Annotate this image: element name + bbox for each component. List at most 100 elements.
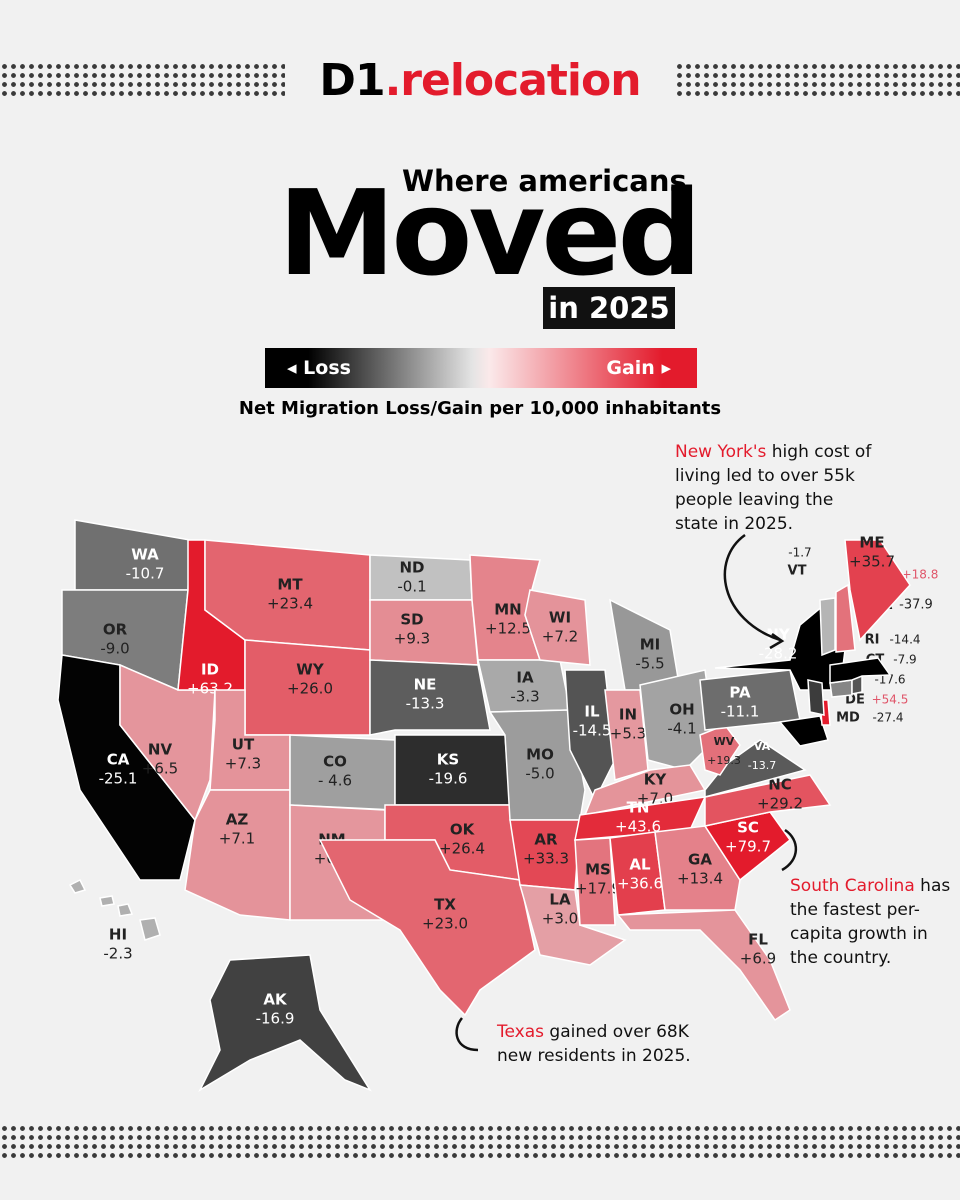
title-kicker: Where americans <box>402 164 687 198</box>
state-value: -14.5 <box>573 722 612 740</box>
state-label: TX <box>434 896 456 914</box>
state-value: -1.7 <box>788 546 811 560</box>
legend-caption: Net Migration Loss/Gain per 10,000 inhab… <box>238 398 722 419</box>
state <box>835 583 856 653</box>
annotation-highlight: New York's <box>675 442 767 462</box>
state-value: +23.0 <box>422 915 468 933</box>
state-label: MD <box>836 711 860 726</box>
dot-band <box>0 1124 960 1162</box>
state <box>616 909 791 1022</box>
state-label: PA <box>729 684 751 702</box>
legend-loss-text: Loss <box>303 357 351 379</box>
state-value: -10.7 <box>126 565 165 583</box>
annotation: New York's high cost of living led to ov… <box>675 440 875 536</box>
state-label: SC <box>737 819 759 837</box>
state-label: NE <box>414 676 437 694</box>
state-value: +35.7 <box>849 553 895 571</box>
legend-bar: ◂ Loss Gain ▸ <box>265 348 697 388</box>
state-label: ID <box>201 661 219 679</box>
annotation: Texas gained over 68K new residents in 2… <box>497 1020 717 1068</box>
state-label: LA <box>549 891 571 909</box>
state-label: NV <box>148 741 173 759</box>
state-value: +23.4 <box>267 595 313 613</box>
annotation-text: gained over 68K new residents in 2025. <box>497 1022 691 1066</box>
state-value: -11.1 <box>721 703 760 721</box>
state <box>564 669 616 802</box>
annotation-highlight: South Carolina <box>790 876 915 896</box>
state-label: WA <box>131 546 159 564</box>
state <box>518 884 627 966</box>
state-value: +19.3 <box>707 754 741 767</box>
state <box>807 679 825 716</box>
state <box>829 657 892 684</box>
state-label: CO <box>323 753 347 771</box>
state-label: VT <box>788 564 807 579</box>
state-label: HI <box>109 926 127 944</box>
state <box>654 825 741 911</box>
legend-gain: Gain ▸ <box>606 357 671 379</box>
state-value: -37.9 <box>899 598 933 613</box>
state-value: +17.9 <box>575 880 621 898</box>
arrows <box>455 533 798 1052</box>
legend-loss: ◂ Loss <box>287 357 351 379</box>
state-label: AZ <box>226 811 249 829</box>
state <box>778 715 829 747</box>
state <box>524 589 591 666</box>
arrow-head <box>769 632 785 650</box>
arrow <box>723 533 781 642</box>
state-label: AL <box>629 856 651 874</box>
state-value: -9.0 <box>100 640 129 658</box>
state-label: MI <box>640 636 661 654</box>
state-value: - 4.6 <box>318 772 352 790</box>
state <box>704 774 832 827</box>
state <box>318 839 536 1017</box>
state-value: -13.3 <box>406 695 445 713</box>
state-label: OK <box>450 821 476 839</box>
state-value: -5.0 <box>525 765 554 783</box>
logo-accent: .relocation <box>384 55 642 106</box>
state-value: -4.1 <box>667 720 696 738</box>
state-value: -13.7 <box>748 759 776 772</box>
state-label: ND <box>399 559 424 577</box>
title-tag: in 2025 <box>543 287 675 329</box>
state <box>639 669 716 771</box>
state-label: ME <box>859 534 884 552</box>
state-label: WI <box>549 609 571 627</box>
state-value: +13.4 <box>677 870 723 888</box>
state-value: +5.3 <box>610 725 646 743</box>
state-label: WV <box>714 735 735 748</box>
state-value: +7.3 <box>225 755 261 773</box>
state-value: +3.0 <box>542 910 578 928</box>
state-label: FL <box>748 931 768 949</box>
state-value: -0.1 <box>397 578 426 596</box>
state-label: IL <box>584 703 600 721</box>
state-label: IA <box>516 669 534 687</box>
state-value: +18.8 <box>902 568 939 582</box>
state-value: -3.3 <box>510 688 539 706</box>
state-value: +12.5 <box>485 620 531 638</box>
state-value: -2.3 <box>103 945 132 963</box>
state-label: MS <box>585 861 611 879</box>
annotation-highlight: Texas <box>497 1022 544 1042</box>
state-value: -14.4 <box>889 633 920 647</box>
state-value: -19.6 <box>429 770 468 788</box>
state-label: DE <box>845 693 865 708</box>
state-value: -16.9 <box>256 1010 295 1028</box>
dot-band <box>0 62 285 100</box>
state-label: VA <box>754 740 771 753</box>
state-label: NY <box>766 626 791 644</box>
state-value: +9.3 <box>394 630 430 648</box>
state <box>68 878 161 941</box>
state-label: WY <box>296 661 325 679</box>
title-main: Moved <box>278 164 702 302</box>
legend-gain-text: Gain <box>606 357 655 379</box>
state-value: -7.9 <box>893 653 916 667</box>
logo: D1.relocation <box>0 55 960 106</box>
state-value: -25.1 <box>99 770 138 788</box>
arrow <box>455 1017 479 1052</box>
state-label: MO <box>526 746 554 764</box>
state-value: +6.9 <box>740 950 776 968</box>
state-value: -27.4 <box>872 711 903 725</box>
state-value: +26.0 <box>287 680 333 698</box>
